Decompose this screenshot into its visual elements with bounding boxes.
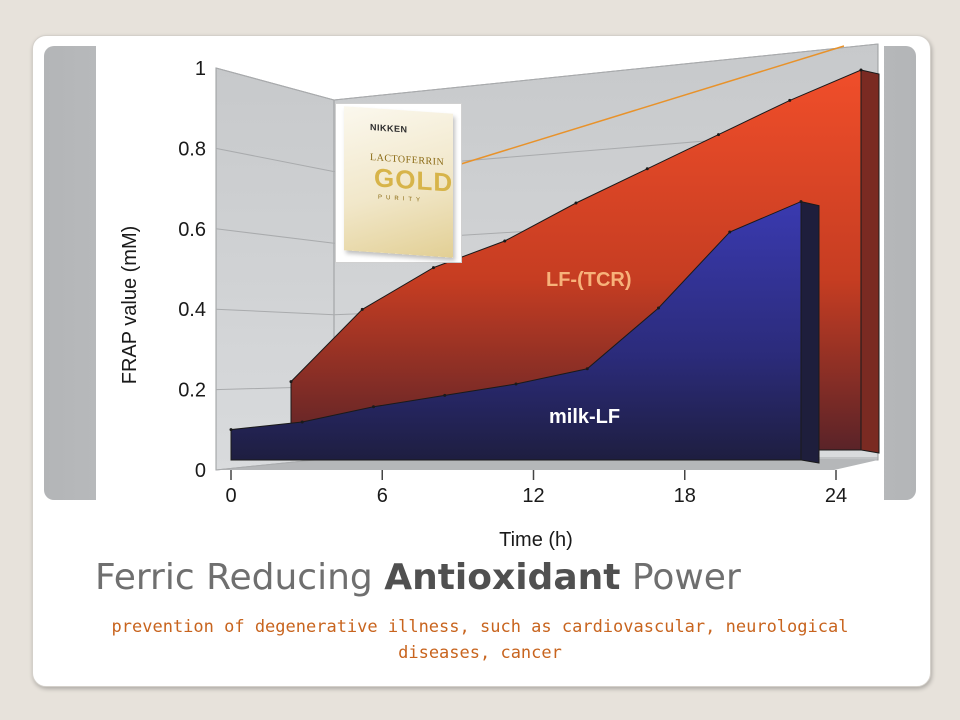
- data-point: [289, 380, 293, 384]
- series-layer: [229, 68, 880, 464]
- x-axis-title: Time (h): [499, 529, 573, 551]
- y-tick-label: 0.6: [178, 219, 206, 241]
- x-tick-label: 18: [674, 485, 696, 507]
- chart-frame: 0 0.2 0.4 0.6 0.8 1 0 6 12 18 24 Time (h) FRAP va…: [96, 40, 884, 557]
- product-name-line2: GOLD: [374, 162, 454, 198]
- data-point: [728, 230, 732, 234]
- x-tick-label: 24: [825, 485, 847, 507]
- title-part-3: Power: [620, 557, 741, 598]
- data-point: [657, 306, 660, 310]
- series-side-slab: [800, 200, 820, 464]
- series-label-lf-tcr: LF-(TCR): [546, 269, 632, 291]
- data-point: [717, 133, 720, 137]
- data-point: [443, 393, 447, 397]
- y-axis-ticks: 0 0.2 0.4 0.6 0.8 1: [178, 58, 206, 482]
- pointer-line: [447, 45, 845, 169]
- data-point: [360, 307, 364, 311]
- data-point: [514, 382, 518, 386]
- frap-chart: 0 0.2 0.4 0.6 0.8 1 0 6 12 18 24 Time (h) FRAP va…: [119, 43, 880, 551]
- series-label-milk-lf: milk-LF: [549, 406, 620, 428]
- product-image: NIKKEN LACTOFERRIN GOLD PURITY: [335, 103, 462, 263]
- data-point: [372, 405, 375, 409]
- y-tick-label: 0.4: [178, 299, 206, 321]
- data-point: [799, 200, 803, 204]
- x-tick-label: 0: [225, 485, 236, 507]
- series-side-slab: [860, 69, 880, 454]
- data-point: [229, 428, 233, 432]
- data-point: [503, 239, 507, 243]
- series-milk-lf: [229, 200, 820, 464]
- data-point: [859, 68, 863, 72]
- data-point: [585, 367, 589, 371]
- y-axis-title: FRAP value (mM): [119, 226, 141, 385]
- data-point: [574, 201, 578, 205]
- y-tick-label: 0.2: [178, 380, 206, 402]
- data-point: [432, 266, 435, 270]
- x-tick-label: 6: [377, 485, 388, 507]
- data-point: [788, 98, 792, 102]
- data-point: [300, 420, 304, 424]
- slide-subtitle: prevention of degenerative illness, such…: [111, 617, 849, 663]
- slide-title: Ferric Reducing Antioxidant Power: [95, 557, 895, 598]
- y-tick-label: 0: [195, 460, 206, 482]
- product-brand: NIKKEN: [370, 122, 408, 135]
- product-box: NIKKEN LACTOFERRIN GOLD PURITY: [344, 106, 453, 258]
- chart-floor: [216, 458, 878, 470]
- title-part-1: Ferric Reducing: [95, 557, 385, 598]
- title-emphasis: Antioxidant: [384, 557, 621, 598]
- gridline: [215, 43, 879, 101]
- x-axis-ticks: 0 6 12 18 24: [225, 470, 847, 507]
- data-point: [645, 167, 649, 171]
- y-tick-label: 1: [195, 58, 206, 80]
- y-tick-label: 0.8: [178, 138, 206, 160]
- gridline: [215, 126, 879, 173]
- x-tick-label: 12: [522, 485, 544, 507]
